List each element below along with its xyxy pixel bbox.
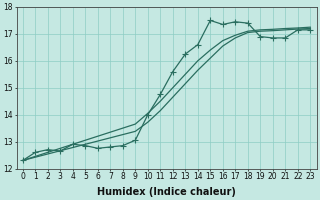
X-axis label: Humidex (Indice chaleur): Humidex (Indice chaleur) [97, 187, 236, 197]
